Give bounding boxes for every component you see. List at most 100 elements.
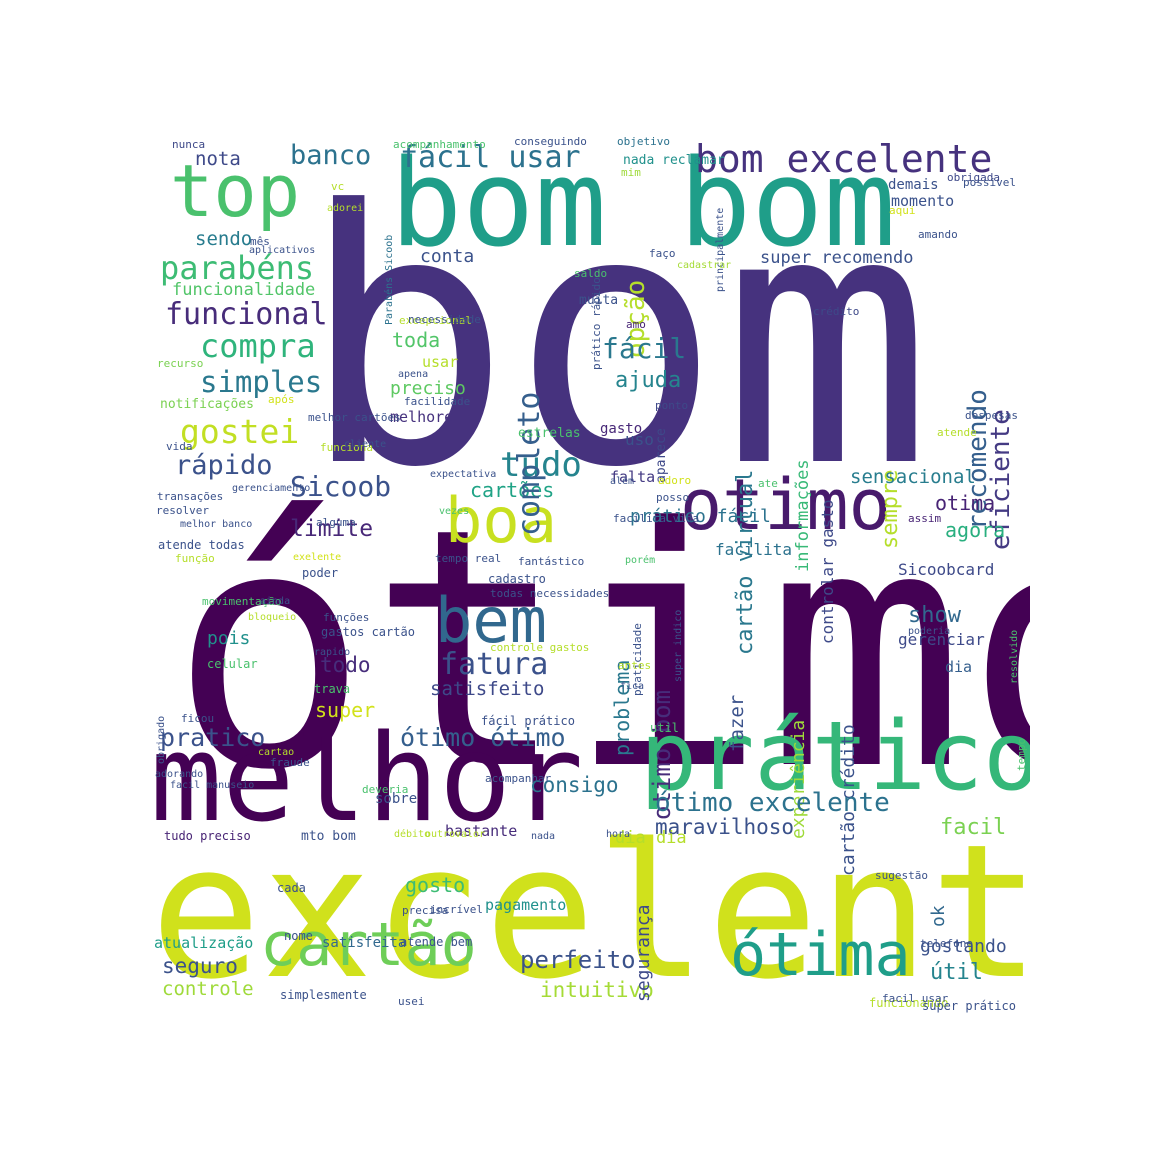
word-compra: compra	[200, 327, 316, 365]
word-pratico-rapido: prático rápido	[590, 277, 603, 371]
word-parabens-sicoob: Parabéns Sicoob	[384, 234, 395, 325]
word-facilidade: facilidade	[404, 395, 471, 408]
word-pratico: prático	[640, 702, 1030, 812]
word-funcionalidade: funcionalidade	[172, 280, 316, 300]
word-resolver: resolver	[156, 504, 209, 517]
word-usei: usei	[398, 995, 425, 1008]
word-funcional: funcional	[165, 297, 328, 332]
word-amo: amo	[626, 318, 646, 331]
word-facil-usar: fácil usar	[400, 140, 581, 175]
word-aplicativos: aplicativos	[249, 245, 316, 256]
word-super-indico: super indico	[673, 609, 684, 682]
word-bom: bom	[300, 136, 933, 544]
word-adorando: adorando	[155, 769, 204, 780]
word-super-pratico: super prático	[922, 999, 1016, 1013]
word-tempo-real: tempo real	[435, 552, 502, 565]
word-show: show	[908, 603, 961, 628]
word-otimo: ótimo	[170, 458, 1030, 842]
word-melhor: melhor	[150, 710, 584, 849]
word-nada-reclamar: nada reclamar	[623, 153, 725, 168]
word-otimo-otimo: ótimo ótimo	[400, 723, 566, 752]
word-precisa: precisa	[402, 904, 449, 917]
word-objetivo: objetivo	[617, 135, 670, 148]
word-fazer: fazer	[726, 694, 748, 752]
word-momento: momento	[891, 192, 955, 210]
word-vezes: vezes	[439, 506, 470, 517]
word-melhor-cartoes: melhor cartões	[308, 411, 401, 424]
word-bom-bom: bom bom	[390, 135, 896, 274]
word-melhor-banco: melhor banco	[180, 519, 253, 530]
word-antes: antes	[618, 659, 652, 672]
word-vc: vc	[331, 180, 345, 193]
word-ate: ate	[758, 477, 778, 490]
word-credito: crédito	[813, 305, 860, 318]
word-sensacional: sensacional	[850, 466, 976, 488]
word-vida: vida	[166, 440, 193, 453]
word-fantastico: fantástico	[518, 555, 585, 568]
word-bastante: bastante	[445, 822, 518, 840]
word-uso: uso	[625, 430, 654, 449]
word-assim: assim	[908, 512, 942, 525]
word-apena: apena	[398, 369, 429, 380]
word-incrivel: incrível	[430, 903, 483, 916]
word-satisfeito: satisfeito	[430, 678, 545, 700]
word-ficou: ficou	[181, 712, 215, 725]
word-facilita-vida: facilita vida	[613, 512, 700, 525]
word-util: util	[650, 721, 679, 735]
word-despesas: despesas	[965, 409, 1018, 422]
word-nunca: nunca	[172, 138, 206, 151]
word-sobre: sobre	[375, 791, 418, 807]
word-limite: limite	[290, 516, 374, 542]
word-resolvido: resolvido	[1009, 629, 1020, 684]
word-aqui: aqui	[889, 204, 916, 217]
word-maravilhoso: maravilhoso	[655, 815, 795, 839]
word-problema: problema	[610, 659, 634, 756]
word-atende-todas: atende todas	[158, 538, 245, 552]
word-util: útil	[930, 960, 983, 985]
word-notificacoes: notificações	[160, 397, 254, 412]
word-bem: bem	[435, 584, 547, 657]
word-mim: mim	[621, 166, 641, 179]
word-hora: hora	[606, 829, 631, 840]
word-faco: faço	[649, 247, 676, 260]
word-todo: todo	[320, 653, 371, 677]
word-saldo: saldo	[574, 267, 608, 280]
word-banco: banco	[290, 140, 372, 171]
word-toda: toda	[392, 328, 441, 352]
word-funcionando: funcionando	[869, 996, 949, 1010]
word-cartoes: cartões	[470, 478, 555, 502]
word-cartao-virtual: cartão virtual	[733, 469, 758, 655]
word-facil-usar: facil usar	[882, 992, 949, 1005]
word-alem: além	[610, 476, 635, 487]
word-ok: ok	[928, 904, 949, 927]
word-expectativa: expectativa	[430, 469, 497, 480]
word-valor: valor	[455, 829, 486, 840]
word-informacoes: informações	[793, 459, 813, 573]
word-otima: ótima	[730, 920, 911, 990]
word-muita: muita	[579, 293, 619, 308]
word-seguranca: segurança	[633, 904, 654, 1003]
word-atende-bem: atende bem	[400, 935, 473, 949]
word-facil: facil	[940, 815, 1007, 840]
word-necessidade: necessidade	[408, 313, 481, 326]
word-fatura: fatura	[440, 647, 549, 682]
word-cliente: cliente	[344, 439, 387, 450]
word-bloqueio: bloqueio	[248, 612, 297, 623]
word-adoro: adoro	[658, 474, 692, 487]
word-conta: conta	[420, 246, 475, 267]
word-facil-manuseio: facil manuseio	[170, 780, 255, 791]
word-movimentacao: movimentação	[202, 595, 282, 608]
word-parabens: parabéns	[160, 249, 315, 287]
word-consigo: consigo	[530, 773, 619, 797]
word-usar: usar	[422, 353, 459, 371]
word-ajuda: ajuda	[615, 368, 682, 393]
word-funcao: função	[175, 552, 215, 565]
word-super-recomendo: super recomendo	[760, 248, 914, 268]
word-excepcional: excepcional	[399, 314, 472, 327]
word-posso: posso	[656, 491, 690, 504]
word-gerenciamento: gerenciamento	[232, 483, 311, 494]
word-pratico-facil: prático fácil	[630, 506, 771, 527]
word-simplesmente: simplesmente	[280, 988, 367, 1002]
word-adorei: adorei	[327, 203, 364, 214]
word-telefone: telefone	[920, 937, 973, 950]
